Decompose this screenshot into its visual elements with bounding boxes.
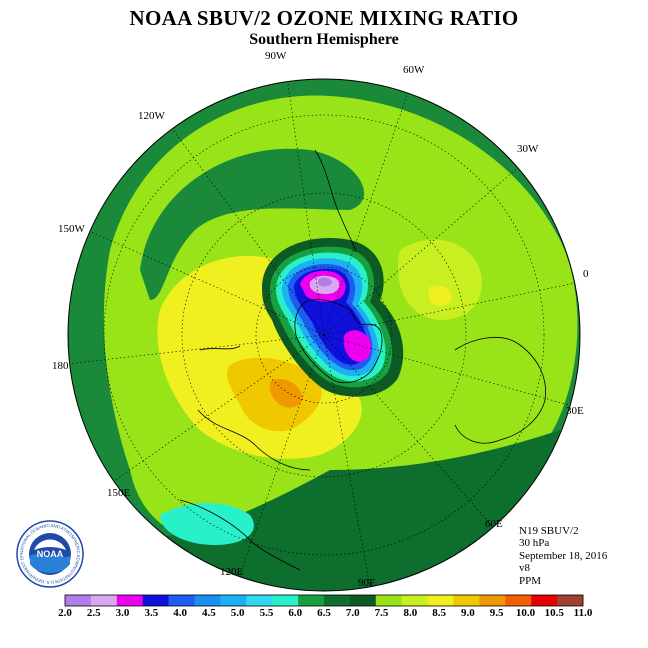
lon-label-150w: 150W (58, 223, 85, 235)
colorbar-tick-label: 5.5 (260, 607, 274, 619)
colorbar-swatch (65, 595, 91, 606)
colorbar-tick-label: 9.0 (461, 607, 475, 619)
lon-label-180: 180 (52, 360, 69, 372)
colorbar-tick-label: 8.5 (432, 607, 446, 619)
colorbar-swatch (376, 595, 402, 606)
colorbar-swatch (479, 595, 505, 606)
colorbar-swatch (324, 595, 350, 606)
colorbar-swatch (143, 595, 169, 606)
colorbar-tick-label: 7.5 (375, 607, 389, 619)
colorbar-ticks: 2.0 2.5 3.0 3.5 4.0 4.5 5.0 5.5 6.0 6.5 7.0 7.5 8.0 8… (0, 607, 648, 623)
colorbar-tick-label: 2.5 (87, 607, 101, 619)
lon-label-60e: 60E (485, 518, 503, 530)
units-label: PPM (519, 575, 607, 587)
colorbar-swatch (91, 595, 117, 606)
colorbar-swatch (272, 595, 298, 606)
lon-label-120e: 120E (220, 566, 243, 578)
colorbar-tick-label: 7.0 (346, 607, 360, 619)
colorbar-swatch (246, 595, 272, 606)
colorbar-tick-label: 3.0 (116, 607, 130, 619)
colorbar-swatch (195, 595, 221, 606)
page-subtitle: Southern Hemisphere (0, 31, 648, 49)
page-title: NOAA SBUV/2 OZONE MIXING RATIO (0, 6, 648, 31)
colorbar-tick-label: 4.5 (202, 607, 216, 619)
lon-label-90e: 90E (358, 577, 376, 589)
colorbar-swatch (428, 595, 454, 606)
colorbar-swatch (350, 595, 376, 606)
colorbar-swatch (557, 595, 583, 606)
colorbar-tick-label: 10.0 (516, 607, 535, 619)
instrument-label: N19 SBUV/2 (519, 525, 607, 537)
colorbar-swatch (505, 595, 531, 606)
lon-label-90w: 90W (265, 50, 286, 62)
colorbar-tick-label: 4.0 (173, 607, 187, 619)
level-label: 30 hPa (519, 537, 607, 549)
lon-label-60w: 60W (403, 64, 424, 76)
lon-label-0: 0 (583, 268, 589, 280)
date-label: September 18, 2016 (519, 550, 607, 562)
info-block: N19 SBUV/2 30 hPa September 18, 2016 v8 … (519, 525, 607, 587)
colorbar-swatch (169, 595, 195, 606)
lon-label-120w: 120W (138, 110, 165, 122)
lon-label-30e: 30E (566, 405, 584, 417)
colorbar-tick-label: 10.5 (545, 607, 564, 619)
colorbar-tick-label: 3.5 (144, 607, 158, 619)
colorbar-swatch (531, 595, 557, 606)
colorbar-tick-label: 2.0 (58, 607, 72, 619)
lon-label-150e: 150E (107, 487, 130, 499)
colorbar-swatch (454, 595, 480, 606)
logo-text: NOAA (37, 549, 64, 559)
colorbar-tick-label: 6.0 (288, 607, 302, 619)
colorbar-tick-label: 6.5 (317, 607, 331, 619)
colorbar-swatch (220, 595, 246, 606)
version-label: v8 (519, 562, 607, 574)
colorbar-swatch (298, 595, 324, 606)
noaa-logo: NATIONAL OCEANIC AND ATMOSPHERIC ADMINIS… (16, 520, 84, 588)
colorbar-tick-label: 11.0 (574, 607, 593, 619)
colorbar-tick-label: 9.5 (490, 607, 504, 619)
colorbar-tick-label: 8.0 (403, 607, 417, 619)
colorbar (0, 594, 648, 608)
colorbar-tick-label: 5.0 (231, 607, 245, 619)
lon-label-30w: 30W (517, 143, 538, 155)
colorbar-swatch (117, 595, 143, 606)
colorbar-swatch (402, 595, 428, 606)
